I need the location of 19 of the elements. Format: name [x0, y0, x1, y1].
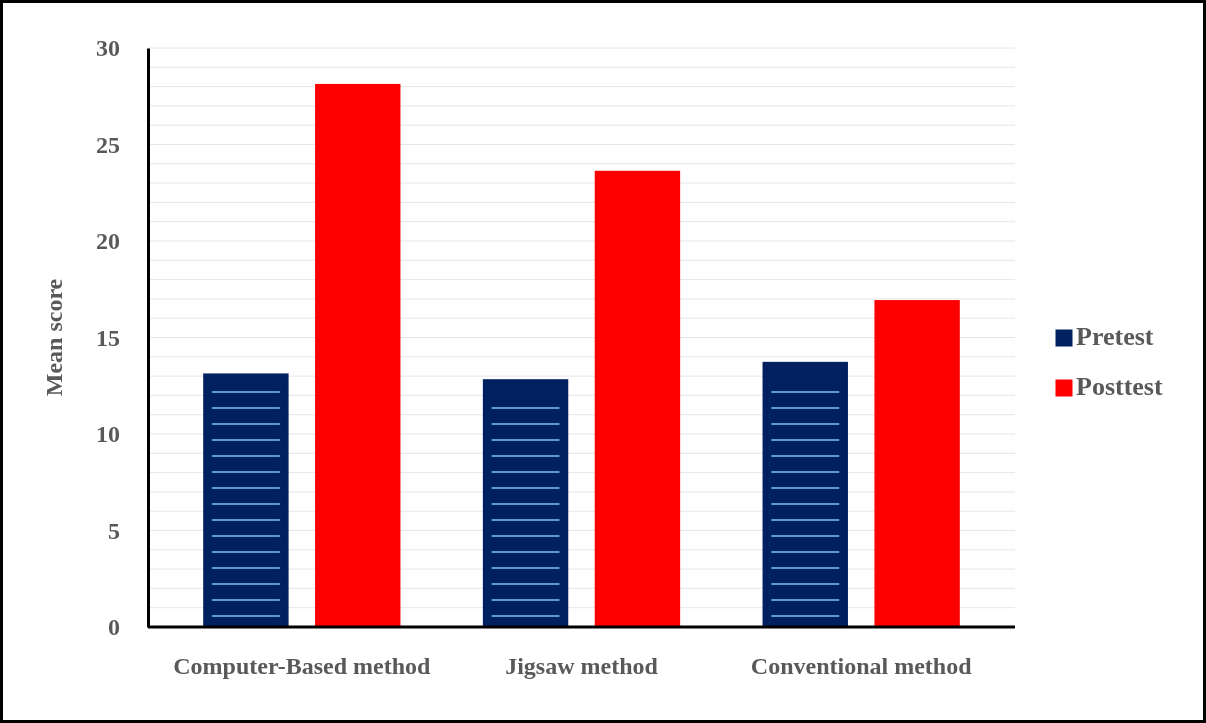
bar [762, 361, 848, 628]
y-tick-label: 15 [96, 324, 120, 351]
legend-label: Posttest [1076, 372, 1163, 401]
bar [874, 300, 960, 628]
x-tick-label: Jigsaw method [505, 653, 659, 680]
y-axis-title: Mean score [41, 278, 67, 397]
legend-label: Pretest [1076, 322, 1154, 351]
y-tick-label: 10 [96, 421, 120, 448]
y-tick-label: 30 [96, 35, 120, 62]
y-tick-label: 0 [108, 614, 120, 641]
y-tick-label: 20 [96, 228, 120, 255]
y-tick-label: 5 [108, 517, 120, 544]
bar [315, 83, 401, 628]
x-tick-label: Conventional method [750, 653, 973, 680]
bar [482, 379, 569, 628]
y-tick-label: 25 [96, 131, 120, 158]
bar [594, 170, 681, 628]
x-tick-label: Computer-Based method [173, 653, 432, 680]
bar [203, 373, 289, 628]
